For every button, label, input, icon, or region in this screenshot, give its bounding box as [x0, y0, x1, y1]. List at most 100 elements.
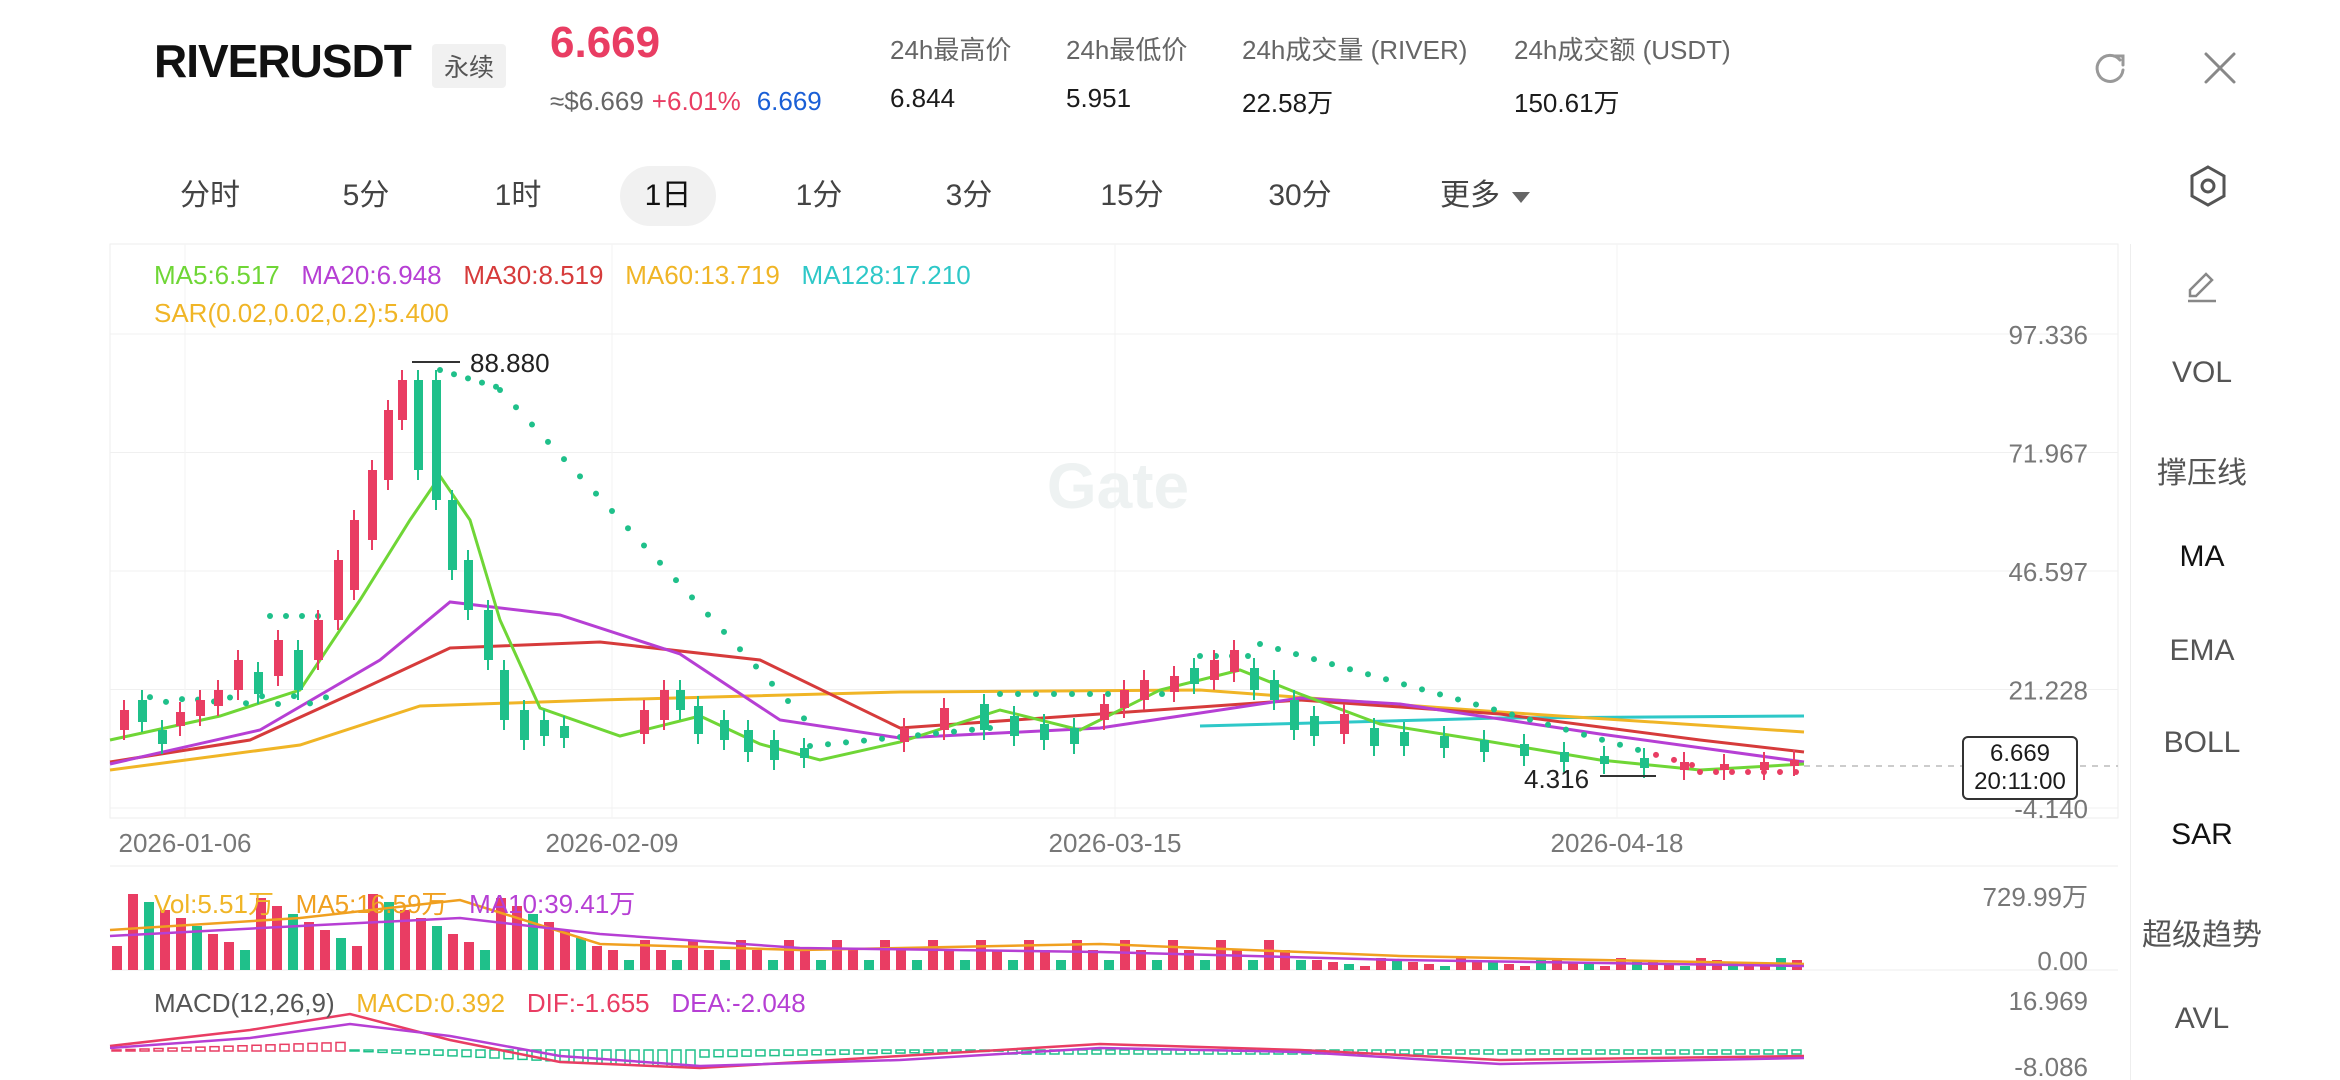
candle-body — [1230, 650, 1239, 672]
volume-bar — [352, 946, 362, 970]
tab-1d[interactable]: 1日 — [620, 166, 716, 226]
candle-body — [1760, 762, 1769, 770]
volume-bar — [1568, 962, 1578, 970]
tool-supertrend[interactable]: 超级趋势 — [2142, 919, 2262, 952]
macd-bar — [741, 1049, 752, 1057]
sar-dot — [1581, 731, 1587, 738]
volume-bar — [1120, 940, 1130, 970]
macd-name: MACD(12,26,9) — [154, 988, 335, 1018]
macd-bar — [881, 1049, 892, 1055]
stat-label: 24h最低价 — [1066, 35, 1188, 65]
high-marker-label: 88.880 — [470, 348, 550, 378]
macd-bar — [587, 1049, 598, 1064]
candle-body — [1720, 764, 1729, 770]
symbol-title[interactable]: RIVERUSDT — [154, 35, 412, 87]
sar-dot — [1383, 676, 1389, 683]
candle-body — [1640, 758, 1649, 768]
candle-body — [1340, 714, 1349, 734]
candle-body — [448, 500, 457, 570]
tool-vol[interactable]: VOL — [2171, 356, 2233, 389]
volume-legend: Vol:5.51万 MA5:16.59万 MA10:39.41万 — [154, 884, 635, 921]
macd-bar — [419, 1049, 430, 1056]
sar-dot — [1419, 686, 1425, 693]
tool-boll[interactable]: BOLL — [2163, 726, 2241, 759]
macd-bar — [923, 1049, 934, 1054]
candle-body — [384, 410, 393, 480]
tab-3m[interactable]: 3分 — [945, 179, 993, 212]
macd-bar — [937, 1049, 948, 1053]
price-axis-label: 71.967 — [2008, 439, 2088, 469]
tab-30m[interactable]: 30分 — [1268, 179, 1332, 212]
candle-body — [1310, 716, 1319, 736]
macd-bar — [1483, 1049, 1494, 1055]
volume-bar — [496, 898, 506, 970]
volume-bar — [464, 942, 474, 970]
candle-body — [940, 708, 949, 730]
sar-label: SAR(0.02,0.02,0.2):5.400 — [154, 298, 449, 328]
sar-dot — [451, 371, 457, 378]
volume-bar — [944, 950, 954, 970]
macd-bar — [1413, 1049, 1424, 1055]
candle-body — [1480, 740, 1489, 752]
sar-dot — [465, 375, 471, 382]
macd-bar — [447, 1049, 458, 1057]
candle-body — [432, 380, 441, 500]
candle-body — [1370, 728, 1379, 746]
sar-dot — [227, 694, 233, 701]
volume-bar — [544, 922, 554, 970]
volume-bar — [1632, 960, 1642, 970]
sar-dot — [1401, 681, 1407, 688]
sar-dot — [529, 421, 535, 428]
sar-dot — [1275, 646, 1281, 653]
volume-bar — [1472, 960, 1482, 970]
tool-sar[interactable]: SAR — [2171, 818, 2233, 851]
volume-bar — [272, 906, 282, 970]
volume-bar — [512, 906, 522, 970]
candle-body — [1120, 690, 1129, 708]
ma60-line — [109, 688, 1805, 772]
macd-bar — [139, 1048, 150, 1052]
macd-bar — [1525, 1049, 1536, 1055]
refresh-icon[interactable] — [2090, 48, 2130, 88]
macd-bar — [713, 1049, 724, 1058]
sar-dot — [705, 611, 711, 618]
macd-bar — [321, 1042, 332, 1052]
macd-bar — [1105, 1049, 1116, 1055]
volume-bar — [1408, 962, 1418, 970]
macd-bar — [1147, 1049, 1158, 1055]
candle-body — [1680, 762, 1689, 770]
close-icon[interactable] — [2200, 48, 2240, 88]
macd-bar — [615, 1049, 626, 1066]
tool-support-resistance[interactable]: 撑压线 — [2157, 457, 2247, 490]
tab-more-label: 更多 — [1440, 179, 1500, 212]
tool-avl[interactable]: AVL — [2174, 1002, 2230, 1035]
volume-bar — [1008, 960, 1018, 970]
sar-dot — [1653, 751, 1659, 758]
macd-bar — [405, 1049, 416, 1055]
tab-more[interactable]: 更多 — [1430, 166, 1540, 226]
volume-bar — [704, 950, 714, 970]
pencil-icon[interactable] — [2182, 266, 2222, 306]
tab-1h[interactable]: 1时 — [494, 179, 542, 212]
tab-timeshare[interactable]: 分时 — [180, 179, 240, 212]
tab-5m[interactable]: 5分 — [342, 179, 390, 212]
ma60-label: MA60:13.719 — [625, 260, 780, 290]
macd-bar — [755, 1049, 766, 1057]
date-axis-label: 2026-04-18 — [1551, 828, 1684, 858]
volume-bar — [1248, 960, 1258, 970]
volume-bar — [176, 918, 186, 970]
tab-15m[interactable]: 15分 — [1100, 179, 1164, 212]
sar-dot — [291, 693, 297, 700]
tool-ma[interactable]: MA — [2179, 540, 2225, 573]
volume-bar — [320, 930, 330, 970]
candle-body — [314, 620, 323, 660]
macd-bar — [1791, 1049, 1802, 1055]
candle-body — [640, 710, 649, 734]
candle-body — [520, 710, 529, 740]
tab-1m[interactable]: 1分 — [795, 179, 843, 212]
volume-bar — [768, 960, 778, 970]
volume-bar — [144, 902, 154, 970]
tool-ema[interactable]: EMA — [2169, 634, 2235, 667]
settings-hex-icon[interactable] — [2188, 164, 2228, 208]
